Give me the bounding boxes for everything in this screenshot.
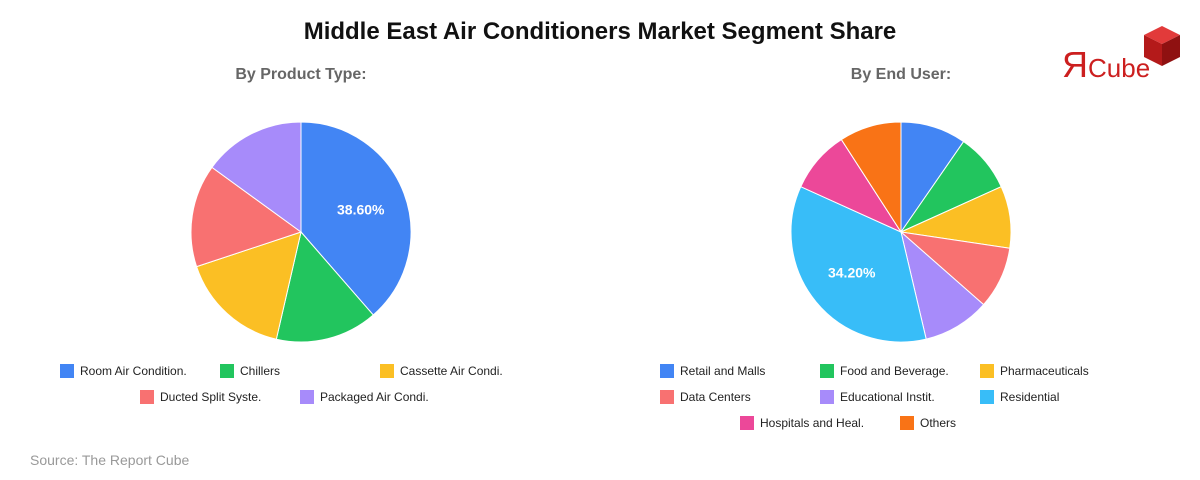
end-user-legend-item-8[interactable]: Others <box>900 416 1060 430</box>
end-user-legend-swatch-5 <box>820 390 834 404</box>
end-user-legend-item-2[interactable]: Food and Beverage. <box>820 364 980 378</box>
end-user-legend-row-3: Hospitals and Heal. Others <box>600 410 1200 436</box>
end-user-legend-label-2: Food and Beverage. <box>840 364 949 378</box>
end-user-slice-6 <box>790 185 927 343</box>
product-type-legend-item-4[interactable]: Ducted Split Syste. <box>140 390 300 404</box>
product-type-legend-label-3: Cassette Air Condi. <box>400 364 503 378</box>
product-type-legend-swatch-3 <box>380 364 394 378</box>
report-cube-logo: ЯCube <box>1060 24 1184 85</box>
end-user-data-label-6: 34.20% <box>828 265 876 281</box>
product-type-legend: Room Air Condition. Chillers Cassette Air … <box>0 358 600 410</box>
product-type-legend-row-1: Room Air Condition. Chillers Cassette Air … <box>0 358 600 384</box>
product-type-slice-3 <box>195 231 302 340</box>
end-user-legend-swatch-3 <box>980 364 994 378</box>
product-type-legend-item-2[interactable]: Chillers <box>220 364 380 378</box>
product-type-legend-item-1[interactable]: Room Air Condition. <box>60 364 220 378</box>
end-user-legend-label-6: Residential <box>1000 390 1060 404</box>
end-user-legend-label-1: Retail and Malls <box>680 364 766 378</box>
end-user-legend-swatch-4 <box>660 390 674 404</box>
cube-icon <box>1144 26 1180 66</box>
logo-wordmark: ЯCube <box>1062 44 1151 85</box>
product-type-slice-5 <box>211 121 302 233</box>
chart-title: Middle East Air Conditioners Market Segm… <box>303 18 897 45</box>
end-user-legend-swatch-1 <box>660 364 674 378</box>
end-user-legend-row-1: Retail and Malls Food and Beverage. Pharma… <box>600 358 1200 384</box>
end-user-legend-swatch-8 <box>900 416 914 430</box>
product-type-legend-row-2: Ducted Split Syste. Packaged Air Condi. <box>0 384 600 410</box>
end-user-legend-item-1[interactable]: Retail and Malls <box>660 364 820 378</box>
product-type-subtitle: By Product Type: <box>235 66 367 83</box>
end-user-legend-swatch-6 <box>980 390 994 404</box>
product-type-legend-item-3[interactable]: Cassette Air Condi. <box>380 364 540 378</box>
end-user-legend: Retail and Malls Food and Beverage. Pharma… <box>600 358 1200 436</box>
product-type-legend-label-5: Packaged Air Condi. <box>320 390 429 404</box>
product-type-legend-swatch-2 <box>220 364 234 378</box>
product-type-legend-swatch-4 <box>140 390 154 404</box>
end-user-legend-label-5: Educational Instit. <box>840 390 935 404</box>
end-user-legend-label-4: Data Centers <box>680 390 751 404</box>
end-user-legend-swatch-2 <box>820 364 834 378</box>
source-note: Source: The Report Cube <box>30 452 190 468</box>
end-user-legend-row-2: Data Centers Educational Instit. Residenti… <box>600 384 1200 410</box>
end-user-legend-label-7: Hospitals and Heal. <box>760 416 865 430</box>
product-type-pie: 38.60% <box>190 121 412 343</box>
product-type-slice-2 <box>275 230 374 343</box>
end-user-legend-swatch-7 <box>740 416 754 430</box>
product-type-slice-1 <box>300 121 412 316</box>
product-type-legend-label-4: Ducted Split Syste. <box>160 390 262 404</box>
end-user-legend-item-3[interactable]: Pharmaceuticals <box>980 364 1140 378</box>
end-user-legend-label-8: Others <box>920 416 957 430</box>
end-user-legend-label-3: Pharmaceuticals <box>1000 364 1089 378</box>
product-type-legend-label-1: Room Air Condition. <box>80 364 187 378</box>
end-user-legend-item-7[interactable]: Hospitals and Heal. <box>740 416 900 430</box>
product-type-legend-swatch-1 <box>60 364 74 378</box>
product-type-data-label-1: 38.60% <box>337 202 385 218</box>
product-type-legend-swatch-5 <box>300 390 314 404</box>
product-type-legend-label-2: Chillers <box>240 364 281 378</box>
end-user-subtitle: By End User: <box>850 66 952 83</box>
end-user-slice-8 <box>840 121 902 234</box>
product-type-slice-4 <box>190 166 303 268</box>
end-user-pie: 34.20% <box>790 121 1012 343</box>
end-user-legend-item-6[interactable]: Residential <box>980 390 1140 404</box>
end-user-legend-item-5[interactable]: Educational Instit. <box>820 390 980 404</box>
product-type-legend-item-5[interactable]: Packaged Air Condi. <box>300 390 460 404</box>
end-user-legend-item-4[interactable]: Data Centers <box>660 390 820 404</box>
